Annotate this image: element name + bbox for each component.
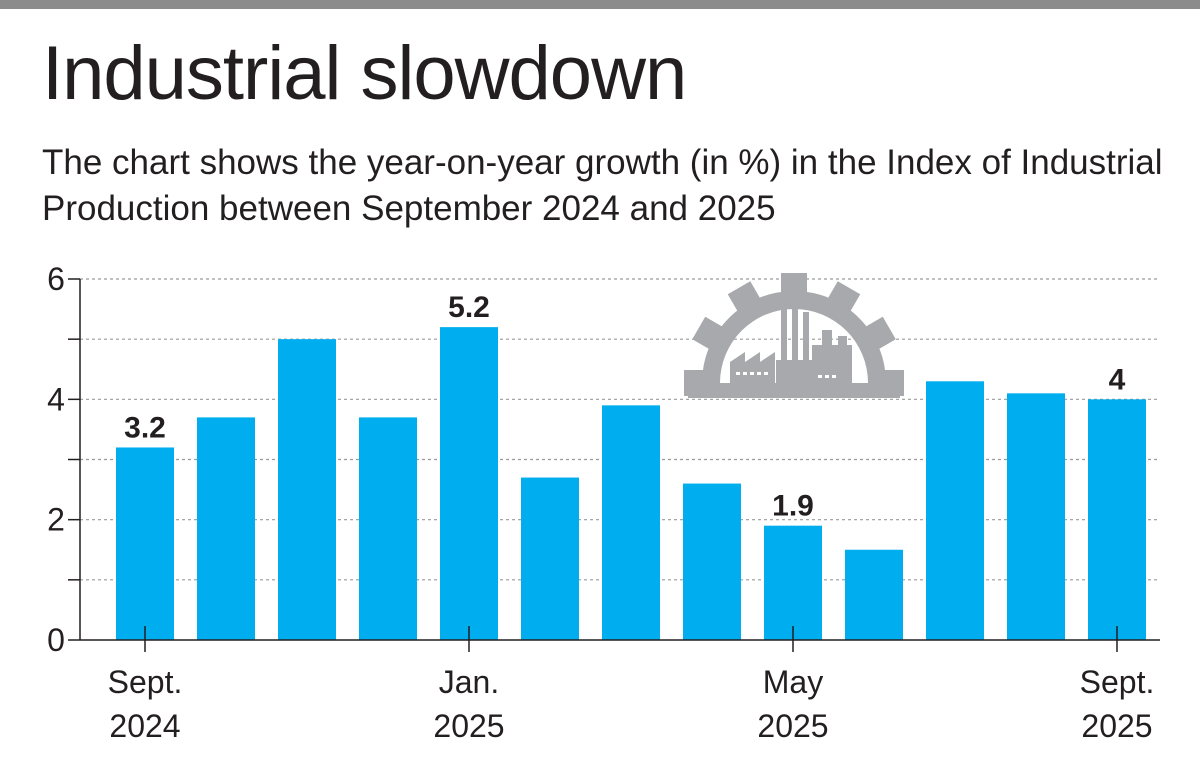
top-rule (0, 0, 1200, 9)
data-labels: 3.2 5.2 1.9 4 (124, 291, 1126, 523)
x-tick-label-year: 2025 (757, 708, 828, 744)
chart-subtitle: The chart shows the year-on-year growth … (42, 143, 1163, 228)
x-tick-label-month: Jan. (439, 664, 499, 700)
x-tick-label-year: 2025 (1081, 708, 1152, 744)
bar-1 (197, 417, 255, 640)
bar-11 (1007, 393, 1065, 640)
bar-5 (521, 477, 579, 640)
bar-8 (764, 525, 822, 640)
bar-chart: 0 2 4 6 Sept. 2024 Jan. 2025 May 2025 Sept. 2025 3.… (47, 261, 1160, 744)
x-tick-label-month: Sept. (1080, 664, 1155, 700)
factory-gear-icon (684, 273, 904, 398)
data-label: 1.9 (772, 490, 814, 523)
bar-4 (440, 327, 498, 640)
data-label: 3.2 (124, 411, 166, 444)
bars (116, 327, 1146, 640)
bar-3 (359, 417, 417, 640)
y-tick-label: 4 (47, 381, 65, 417)
bar-10 (926, 381, 984, 640)
bar-7 (683, 483, 741, 640)
bar-6 (602, 405, 660, 640)
x-tick-label-month: May (763, 664, 823, 700)
x-tick-label-year: 2025 (433, 708, 504, 744)
bar-2 (278, 339, 336, 640)
bar-0 (116, 447, 174, 640)
bar-9 (845, 549, 903, 640)
y-tick-label: 6 (47, 261, 65, 297)
data-label: 4 (1109, 363, 1126, 396)
x-tick-label-month: Sept. (108, 664, 183, 700)
x-tick-label-year: 2024 (109, 708, 180, 744)
chart-title: Industrial slowdown (42, 31, 687, 116)
data-label: 5.2 (448, 291, 490, 324)
axes: 0 2 4 6 Sept. 2024 Jan. 2025 May 2025 Sept. 2025 (47, 261, 1160, 744)
y-tick-label: 2 (47, 502, 65, 538)
y-tick-label: 0 (47, 622, 65, 658)
bar-12 (1088, 399, 1146, 640)
